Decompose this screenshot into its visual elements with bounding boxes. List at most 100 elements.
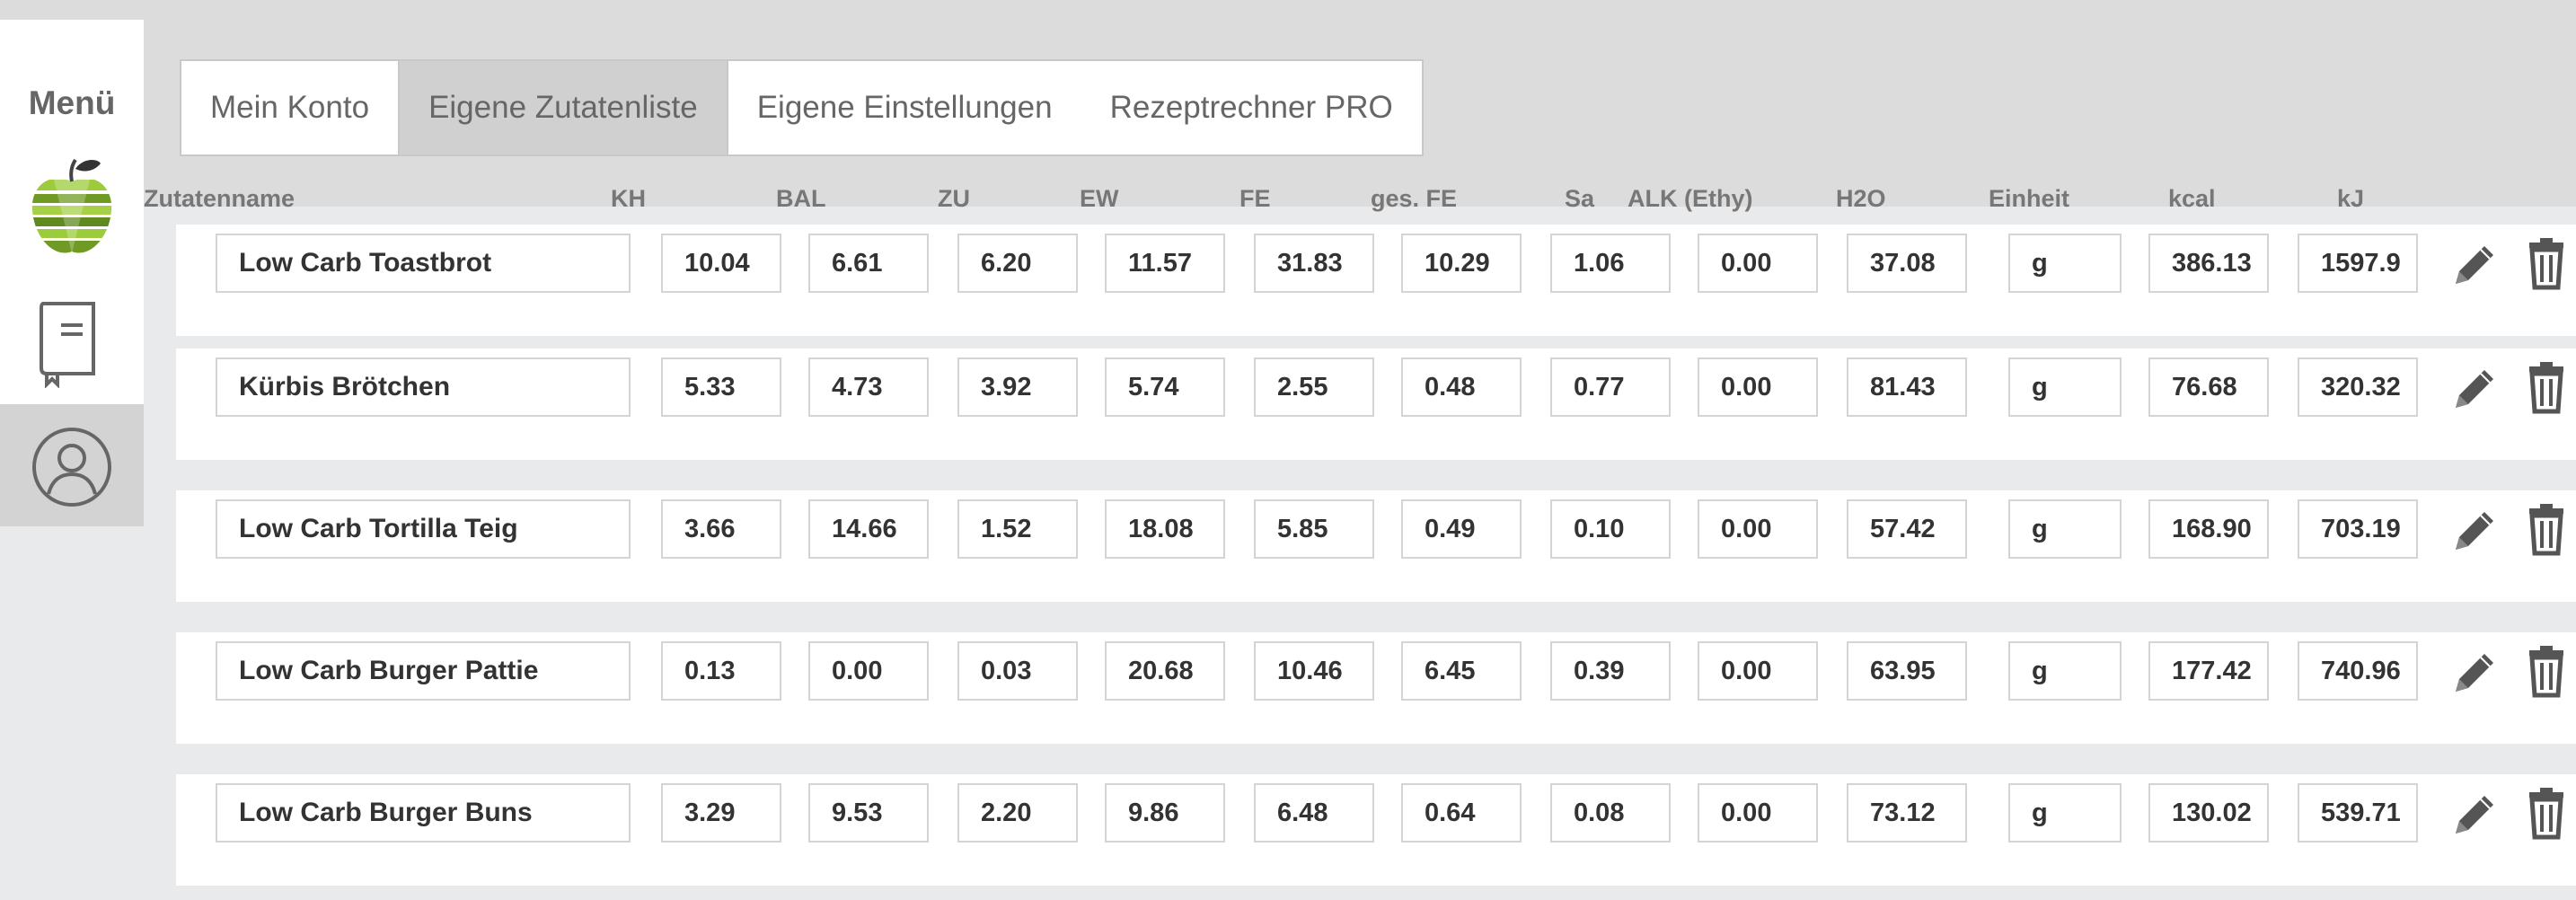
ingredient-row: Low Carb Tortilla Teig 3.66 14.66 1.52 1…	[176, 490, 2576, 602]
user-account-icon	[32, 428, 111, 507]
fe-field[interactable]: 10.46	[1254, 641, 1374, 701]
sa-field[interactable]: 0.08	[1550, 783, 1671, 843]
ingredient-name-field[interactable]: Kürbis Brötchen	[216, 357, 631, 417]
ingredient-name-field[interactable]: Low Carb Toastbrot	[216, 234, 631, 293]
fe-field[interactable]: 2.55	[1254, 357, 1374, 417]
sa-field[interactable]: 0.10	[1550, 499, 1671, 559]
kj-field[interactable]: 1597.9	[2298, 234, 2418, 293]
kj-field[interactable]: 539.71	[2298, 783, 2418, 843]
ingredient-name-field[interactable]: Low Carb Tortilla Teig	[216, 499, 631, 559]
column-header-sa: Sa	[1565, 185, 1595, 212]
fe-field[interactable]: 31.83	[1254, 234, 1374, 293]
tab-rezeptrechner-pro[interactable]: Rezeptrechner PRO	[1109, 90, 1393, 125]
ges-fe-field[interactable]: 6.45	[1401, 641, 1522, 701]
sa-field[interactable]: 1.06	[1550, 234, 1671, 293]
zu-field[interactable]: 6.20	[957, 234, 1078, 293]
ges-fe-field[interactable]: 10.29	[1401, 234, 1522, 293]
kh-field[interactable]: 0.13	[661, 641, 781, 701]
bal-field[interactable]: 6.61	[808, 234, 929, 293]
ew-field[interactable]: 5.74	[1105, 357, 1225, 417]
column-header-kcal: kcal	[2168, 185, 2216, 212]
kj-field[interactable]: 703.19	[2298, 499, 2418, 559]
h2o-field[interactable]: 73.12	[1847, 783, 1967, 843]
sa-field[interactable]: 0.39	[1550, 641, 1671, 701]
settings-tabs: Mein Konto Eigene Zutatenliste Eigene Ei…	[180, 59, 1424, 156]
ges-fe-field[interactable]: 0.49	[1401, 499, 1522, 559]
pencil-icon[interactable]	[2448, 359, 2501, 415]
kh-field[interactable]: 5.33	[661, 357, 781, 417]
ingredient-name-field[interactable]: Low Carb Burger Buns	[216, 783, 631, 843]
sidebar-item-account[interactable]	[0, 404, 144, 526]
bal-field[interactable]: 4.73	[808, 357, 929, 417]
ew-field[interactable]: 9.86	[1105, 783, 1225, 843]
pencil-icon[interactable]	[2448, 235, 2501, 291]
sidebar: Menü	[0, 20, 144, 526]
trash-icon[interactable]	[2520, 501, 2572, 557]
ingredient-name-field[interactable]: Low Carb Burger Pattie	[216, 641, 631, 701]
kh-field[interactable]: 3.66	[661, 499, 781, 559]
recipe-book-icon[interactable]	[34, 298, 102, 388]
zu-field[interactable]: 1.52	[957, 499, 1078, 559]
h2o-field[interactable]: 81.43	[1847, 357, 1967, 417]
alk-field[interactable]: 0.00	[1698, 357, 1818, 417]
tab-eigene-einstellungen[interactable]: Eigene Einstellungen	[756, 90, 1053, 125]
kh-field[interactable]: 10.04	[661, 234, 781, 293]
column-header-name: Zutatenname	[144, 185, 296, 212]
sa-field[interactable]: 0.77	[1550, 357, 1671, 417]
fe-field[interactable]: 6.48	[1254, 783, 1374, 843]
h2o-field[interactable]: 37.08	[1847, 234, 1967, 293]
ges-fe-field[interactable]: 0.64	[1401, 783, 1522, 843]
menu-label: Menü	[28, 84, 116, 121]
einheit-field[interactable]: g	[2008, 234, 2122, 293]
alk-field[interactable]: 0.00	[1698, 641, 1818, 701]
kcal-field[interactable]: 76.68	[2148, 357, 2269, 417]
column-header-ges-fe: ges. FE	[1371, 185, 1458, 212]
ingredient-row: Kürbis Brötchen 5.33 4.73 3.92 5.74 2.55…	[176, 349, 2576, 460]
kcal-field[interactable]: 168.90	[2148, 499, 2269, 559]
column-header-zu: ZU	[938, 185, 970, 212]
tab-eigene-zutatenliste[interactable]: Eigene Zutatenliste	[398, 61, 728, 154]
alk-field[interactable]: 0.00	[1698, 234, 1818, 293]
ingredient-row: Low Carb Burger Pattie 0.13 0.00 0.03 20…	[176, 632, 2576, 744]
kcal-field[interactable]: 177.42	[2148, 641, 2269, 701]
h2o-field[interactable]: 63.95	[1847, 641, 1967, 701]
h2o-field[interactable]: 57.42	[1847, 499, 1967, 559]
column-header-fe: FE	[1239, 185, 1271, 212]
ew-field[interactable]: 11.57	[1105, 234, 1225, 293]
ew-field[interactable]: 20.68	[1105, 641, 1225, 701]
bal-field[interactable]: 14.66	[808, 499, 929, 559]
kh-field[interactable]: 3.29	[661, 783, 781, 843]
pencil-icon[interactable]	[2448, 785, 2501, 841]
kj-field[interactable]: 740.96	[2298, 641, 2418, 701]
einheit-field[interactable]: g	[2008, 499, 2122, 559]
trash-icon[interactable]	[2520, 643, 2572, 699]
column-header-kj: kJ	[2337, 185, 2365, 212]
apple-logo-icon[interactable]	[27, 154, 117, 262]
zu-field[interactable]: 2.20	[957, 783, 1078, 843]
fe-field[interactable]: 5.85	[1254, 499, 1374, 559]
ingredient-row: Low Carb Toastbrot 10.04 6.61 6.20 11.57…	[176, 225, 2576, 336]
alk-field[interactable]: 0.00	[1698, 499, 1818, 559]
zu-field[interactable]: 0.03	[957, 641, 1078, 701]
ew-field[interactable]: 18.08	[1105, 499, 1225, 559]
zu-field[interactable]: 3.92	[957, 357, 1078, 417]
kcal-field[interactable]: 386.13	[2148, 234, 2269, 293]
pencil-icon[interactable]	[2448, 643, 2501, 699]
einheit-field[interactable]: g	[2008, 641, 2122, 701]
kj-field[interactable]: 320.32	[2298, 357, 2418, 417]
column-header-bal: BAL	[776, 185, 826, 212]
alk-field[interactable]: 0.00	[1698, 783, 1818, 843]
kcal-field[interactable]: 130.02	[2148, 783, 2269, 843]
column-header-ew: EW	[1080, 185, 1119, 212]
trash-icon[interactable]	[2520, 235, 2572, 291]
einheit-field[interactable]: g	[2008, 357, 2122, 417]
ges-fe-field[interactable]: 0.48	[1401, 357, 1522, 417]
trash-icon[interactable]	[2520, 359, 2572, 415]
einheit-field[interactable]: g	[2008, 783, 2122, 843]
tab-mein-konto[interactable]: Mein Konto	[210, 90, 370, 125]
trash-icon[interactable]	[2520, 785, 2572, 841]
ingredient-row: Low Carb Burger Buns 3.29 9.53 2.20 9.86…	[176, 774, 2576, 886]
pencil-icon[interactable]	[2448, 501, 2501, 557]
bal-field[interactable]: 0.00	[808, 641, 929, 701]
bal-field[interactable]: 9.53	[808, 783, 929, 843]
